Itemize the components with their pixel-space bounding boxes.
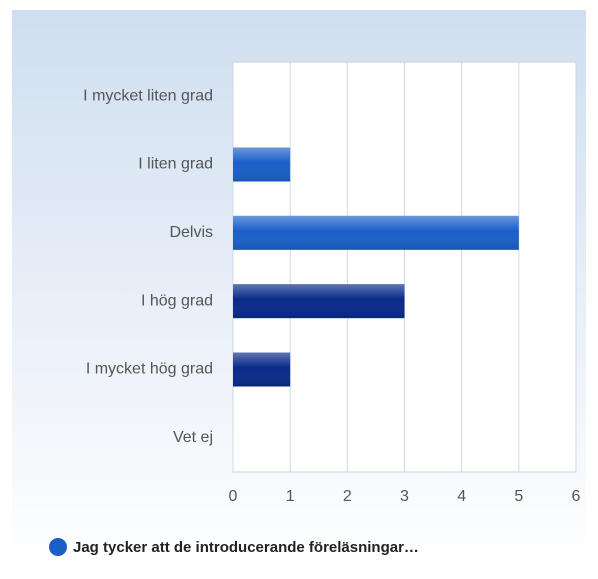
y-tick-label: I hög grad — [141, 292, 213, 309]
y-tick-label: Vet ej — [173, 429, 213, 446]
y-tick-label: Delvis — [169, 224, 213, 241]
x-tick-label: 2 — [343, 488, 352, 505]
legend-marker — [49, 538, 67, 556]
bar-shine — [233, 147, 291, 182]
y-tick-label: I mycket liten grad — [83, 87, 213, 104]
x-tick-label: 5 — [514, 488, 523, 505]
legend-label: Jag tycker att de introducerande föreläs… — [73, 539, 419, 556]
bar-shine — [233, 284, 405, 319]
y-tick-label: I mycket hög grad — [86, 361, 213, 378]
x-tick-label: 3 — [400, 488, 409, 505]
bar-shine — [233, 352, 291, 387]
x-tick-label: 0 — [229, 488, 238, 505]
x-tick-label: 1 — [286, 488, 295, 505]
y-tick-label: I liten grad — [138, 156, 213, 173]
bar-shine — [233, 215, 519, 250]
x-tick-label: 6 — [572, 488, 581, 505]
x-tick-label: 4 — [457, 488, 466, 505]
